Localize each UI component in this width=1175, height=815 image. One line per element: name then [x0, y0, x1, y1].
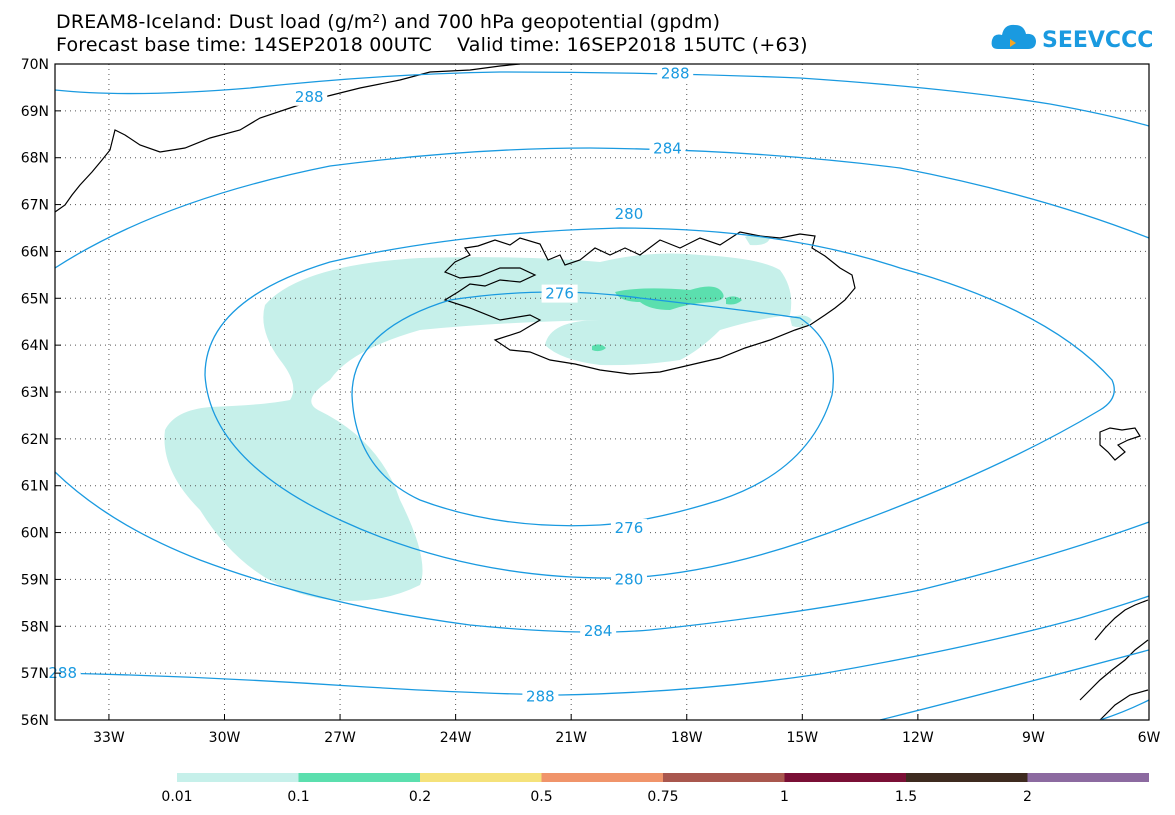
colorbar-label: 0.75 [647, 789, 678, 805]
contour-label-bg [580, 621, 617, 640]
x-tick-label: 24W [440, 730, 472, 746]
y-tick-label: 58N [21, 619, 49, 635]
y-tick-label: 63N [21, 385, 49, 401]
contour-label-bg [522, 687, 559, 706]
colorbar-segment [177, 773, 299, 782]
y-tick-label: 67N [21, 198, 49, 214]
contour-280 [204, 227, 1115, 579]
x-tick-label: 18W [671, 730, 703, 746]
y-tick-label: 62N [21, 432, 49, 448]
colorbar-label: 0.1 [287, 789, 309, 805]
x-tick-label: 27W [324, 730, 356, 746]
contour-label-bg [649, 139, 686, 158]
contour-288-south [55, 595, 1149, 696]
coastlines [55, 64, 1149, 720]
faroe-coast [1099, 427, 1141, 461]
contour-label-284: 284 [653, 139, 682, 157]
contour-labels: 276 276 280 280 284 284 288 288 288 288 [44, 64, 694, 706]
dust-shading [164, 234, 812, 601]
colorbar: 0.01 0.1 0.2 0.5 0.75 1 1.5 2 [161, 773, 1149, 805]
colorbar-segment [298, 773, 420, 782]
x-tick-label: 33W [93, 730, 125, 746]
contour-label-280: 280 [615, 570, 644, 588]
y-tick-label: 56N [21, 713, 49, 729]
logo-text: SEEVCCC [1042, 28, 1153, 53]
greenland-coast [55, 64, 521, 213]
contour-label-bg [610, 518, 647, 537]
contour-label-284: 284 [584, 622, 613, 640]
contour-label-288: 288 [526, 688, 555, 706]
contour-label-bg [44, 664, 81, 683]
contour-284-north [55, 147, 1149, 269]
contour-label-288: 288 [295, 88, 324, 106]
y-tick-label: 66N [21, 244, 49, 260]
colorbar-segment [420, 773, 542, 782]
contour-288-se2 [1099, 699, 1149, 720]
x-tick-label: 21W [555, 730, 587, 746]
y-tick-label: 68N [21, 151, 49, 167]
x-tick-label: 6W [1138, 730, 1161, 746]
colorbar-segment [906, 773, 1028, 782]
y-tick-label: 60N [21, 526, 49, 542]
contour-288-se [879, 649, 1149, 720]
y-tick-label: 57N [21, 666, 49, 682]
x-tick-label: 30W [209, 730, 241, 746]
contour-label-276: 276 [615, 519, 644, 537]
iceland-coast [443, 231, 856, 375]
contour-label-280: 280 [615, 205, 644, 223]
dust-area-west [164, 257, 600, 601]
y-tick-label: 70N [21, 57, 49, 73]
colorbar-label: 1 [780, 789, 789, 805]
chart-subtitle: Forecast base time: 14SEP2018 00UTC Vali… [56, 34, 808, 56]
contour-label-288: 288 [48, 664, 77, 682]
colorbar-label: 0.2 [409, 789, 431, 805]
colorbar-segment [663, 773, 785, 782]
contour-label-bg [657, 64, 694, 83]
contour-label-276: 276 [545, 285, 574, 303]
colorbar-segment [1027, 773, 1149, 782]
y-tick-label: 61N [21, 479, 49, 495]
contour-276 [351, 291, 834, 527]
x-tick-label: 15W [786, 730, 818, 746]
y-tick-label: 65N [21, 291, 49, 307]
cloud-logo-icon [991, 24, 1036, 49]
dust-area-se [790, 315, 812, 328]
colorbar-segment [784, 773, 906, 782]
y-tick-label: 59N [21, 572, 49, 588]
contour-label-bg [291, 87, 328, 106]
colorbar-label: 0.5 [530, 789, 552, 805]
x-tick-label: 9W [1022, 730, 1045, 746]
y-tick-label: 69N [21, 104, 49, 120]
seevccc-logo: SEEVCCC [990, 17, 1160, 57]
dust-medium-central [615, 286, 724, 310]
contour-label-288: 288 [661, 64, 690, 82]
contour-label-bg [541, 284, 578, 303]
scotland-coast [1079, 599, 1149, 720]
contour-288-north [55, 71, 1149, 127]
colorbar-label: 0.01 [161, 789, 192, 805]
contour-label-bg [610, 204, 647, 223]
dust-medium-south [592, 344, 606, 352]
chart-title: DREAM8-Iceland: Dust load (g/m²) and 700… [56, 11, 721, 33]
colorbar-segment [541, 773, 663, 782]
contour-label-bg [610, 570, 647, 589]
y-tick-label: 64N [21, 338, 49, 354]
colorbar-label: 1.5 [895, 789, 917, 805]
colorbar-label: 2 [1023, 789, 1032, 805]
x-tick-label: 12W [902, 730, 934, 746]
axes: 33W 30W 27W 24W 21W 18W 15W 12W 9W 6W 56N 57N 58N 59N… [21, 57, 1161, 746]
